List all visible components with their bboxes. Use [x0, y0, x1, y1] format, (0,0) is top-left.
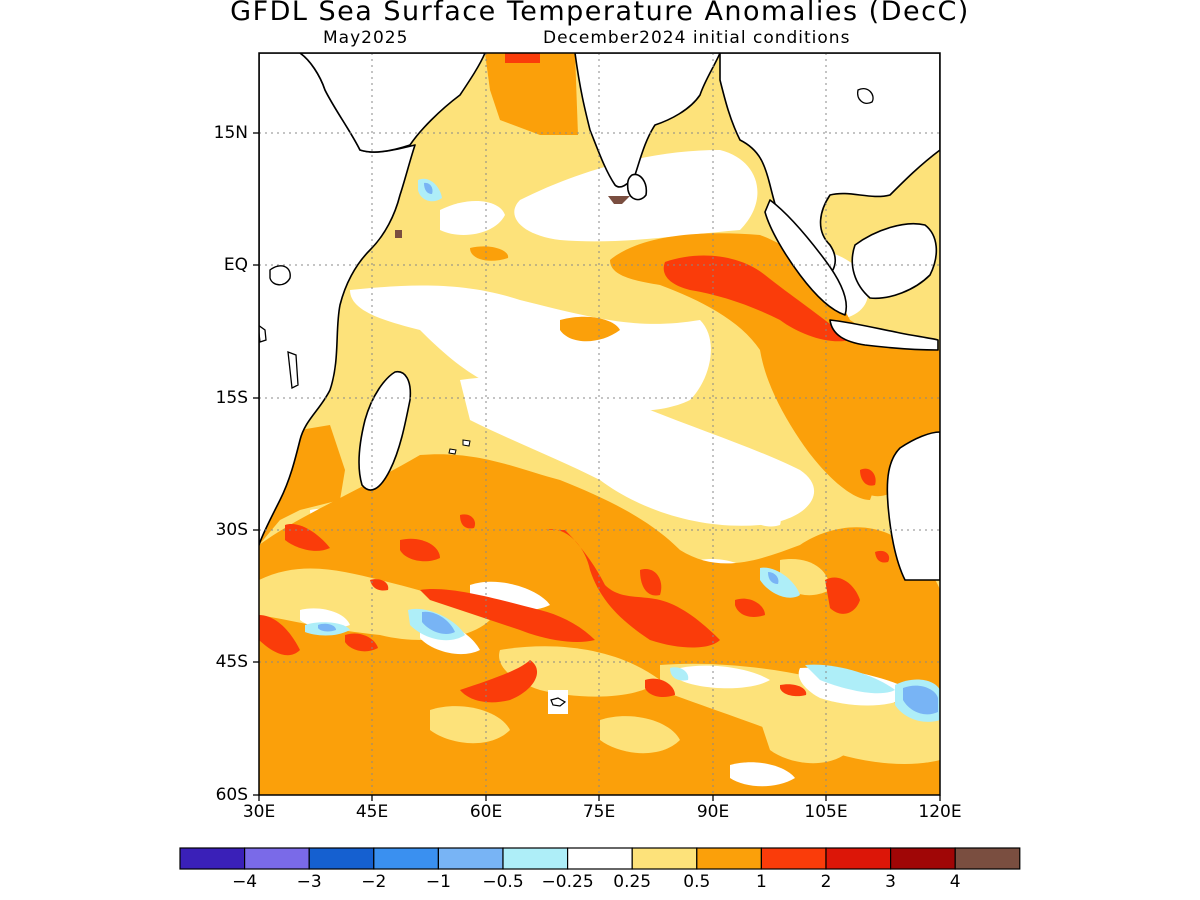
colorbar [179, 847, 1021, 870]
x-tick-105e: 105E [804, 802, 848, 822]
axis-ticks [253, 132, 941, 801]
colorbar-label: −4 [232, 872, 258, 892]
colorbar-swatch [825, 847, 892, 870]
colorbar-label: 3 [885, 872, 897, 892]
colorbar-swatch [566, 847, 633, 870]
y-tick-30s: 30S [215, 520, 248, 540]
colorbar-label: −0.5 [482, 872, 524, 892]
x-tick-60e: 60E [469, 802, 503, 822]
anomaly-fill-above-4 [395, 196, 630, 238]
colorbar-swatch [954, 847, 1021, 870]
kerguelen-land [548, 690, 568, 714]
anomaly-field [259, 53, 940, 795]
colorbar-swatch [179, 847, 246, 870]
y-tick-15n: 15N [213, 123, 248, 143]
colorbar-label: −3 [296, 872, 322, 892]
colorbar-swatch [308, 847, 375, 870]
x-tick-75e: 75E [582, 802, 616, 822]
colorbar-swatch [760, 847, 827, 870]
colorbar-swatch [696, 847, 762, 870]
colorbar-label: −2 [361, 872, 387, 892]
colorbar-label: −1 [425, 872, 451, 892]
colorbar-label: 4 [949, 872, 961, 892]
kerguelen-coast [550, 697, 567, 707]
x-tick-45e: 45E [355, 802, 389, 822]
colorbar-swatch [502, 847, 569, 870]
colorbar-label: 0.5 [683, 872, 711, 892]
colorbar-swatch [437, 847, 504, 870]
anomaly-fill-neg-mid [318, 182, 938, 715]
colorbar-swatch [631, 847, 698, 870]
y-tick-60s: 60S [215, 785, 248, 805]
lake-victoria [269, 265, 291, 286]
x-tick-30e: 30E [242, 802, 276, 822]
colorbar-swatch [244, 847, 310, 870]
colorbar-label: −0.25 [541, 872, 594, 892]
x-tick-120e: 120E [918, 802, 962, 822]
australia-land [886, 431, 940, 581]
colorbar-label: 0.25 [613, 872, 652, 892]
map-title: GFDL Sea Surface Temperature Anomalies (… [230, 0, 970, 27]
map-gridlines [259, 53, 940, 795]
arabia-land [299, 53, 486, 153]
colorbar-label: 1 [755, 872, 767, 892]
sumatra-land [764, 199, 847, 316]
y-tick-45s: 45S [215, 652, 248, 672]
mascarene-islands [448, 439, 471, 455]
java-land [829, 319, 939, 351]
sri-lanka-land [626, 173, 648, 201]
hainan-island [857, 88, 874, 104]
colorbar-swatch [373, 847, 439, 870]
valid-month-label: May2025 [323, 28, 409, 48]
colorbar-label: 2 [820, 872, 832, 892]
y-tick-15s: 15S [215, 388, 248, 408]
colorbar-swatch [889, 847, 956, 870]
x-tick-90e: 90E [696, 802, 730, 822]
land-masses [259, 53, 940, 714]
borneo-land [851, 222, 938, 300]
anomaly-fill-1-2 [259, 53, 890, 703]
y-tick-eq: EQ [223, 255, 248, 275]
init-conditions-label: December2024 initial conditions [543, 28, 851, 48]
